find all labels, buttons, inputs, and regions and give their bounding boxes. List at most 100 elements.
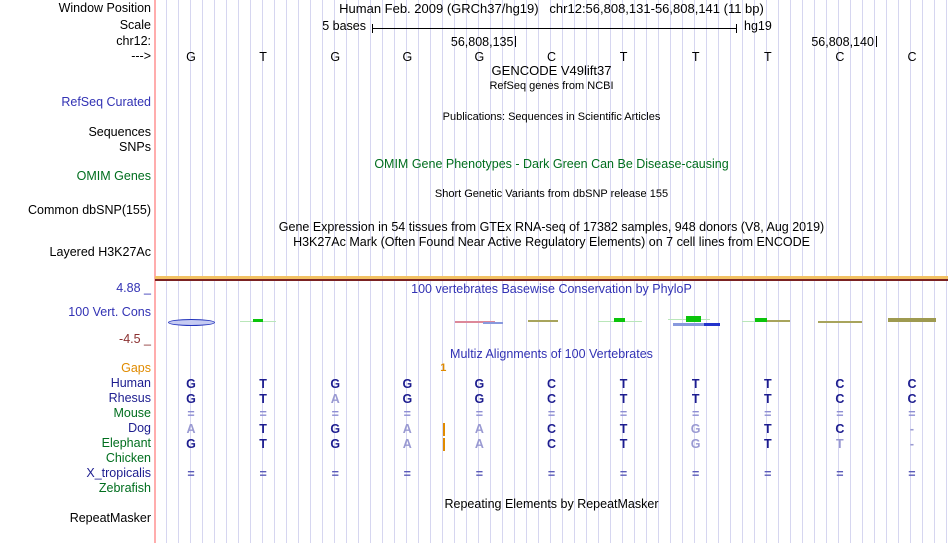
insert-gap-bar-elephant [443, 438, 446, 451]
align-cell-x_tropicalis: = [836, 467, 844, 481]
align-cell-rhesus: A [330, 392, 340, 406]
layered-h3k27ac-label[interactable]: Layered H3K27Ac [49, 245, 151, 259]
align-cell-elephant: T [259, 437, 267, 451]
multiz-title[interactable]: Multiz Alignments of 100 Vertebrates [450, 347, 653, 361]
align-cell-dog: G [690, 422, 701, 436]
coordinate-label-1: 56,808,140 [811, 35, 874, 49]
align-cell-rhesus: T [259, 392, 267, 406]
align-cell-human: T [763, 377, 772, 391]
align-cell-elephant: C [546, 437, 557, 451]
phylop-mark-5b [614, 318, 625, 322]
align-cell-rhesus: C [835, 392, 845, 406]
species-label-dog[interactable]: Dog [128, 421, 151, 435]
align-cell-dog: A [186, 422, 196, 436]
insert-gap-bar-dog [443, 423, 446, 436]
align-cell-human: G [330, 377, 341, 391]
align-cell-elephant: T [836, 437, 844, 451]
publications-title[interactable]: Publications: Sequences in Scientific Ar… [442, 111, 661, 123]
chromosome-label: chr12: [116, 34, 151, 48]
align-cell-rhesus: T [619, 392, 628, 406]
coordinate-tick-1 [875, 36, 877, 47]
phylop-mark-3 [455, 321, 495, 323]
base-letter: T [619, 50, 628, 64]
base-letter: G [186, 50, 196, 64]
base-letter: C [907, 50, 917, 64]
phylop-mark-3b [483, 322, 503, 324]
align-cell-x_tropicalis: = [403, 467, 411, 481]
phylop-mark-7c [767, 320, 790, 322]
snps-label[interactable]: SNPs [119, 140, 151, 154]
align-cell-human: G [474, 377, 485, 391]
align-cell-elephant: A [474, 437, 484, 451]
species-label-rhesus[interactable]: Rhesus [108, 391, 151, 405]
align-cell-rhesus: G [402, 392, 413, 406]
align-cell-human: C [546, 377, 557, 391]
phylop-mark-9 [888, 318, 936, 322]
align-cell-rhesus: C [546, 392, 557, 406]
h3k27ac-title[interactable]: H3K27Ac Mark (Often Found Near Active Re… [293, 235, 810, 249]
align-cell-elephant: T [619, 437, 628, 451]
align-cell-x_tropicalis: = [547, 467, 556, 481]
align-cell-mouse: = [908, 407, 916, 421]
align-cell-x_tropicalis: = [908, 467, 916, 481]
species-label-zebrafish[interactable]: Zebrafish [98, 481, 151, 495]
gaps-label[interactable]: Gaps [121, 361, 151, 375]
align-cell-human: C [907, 377, 917, 391]
align-cell-dog: G [330, 422, 341, 436]
align-cell-dog: T [259, 422, 267, 436]
base-letter: T [259, 50, 267, 64]
cons-separator-orange [155, 276, 948, 279]
common-dbsnp-label[interactable]: Common dbSNP(155) [28, 203, 151, 217]
align-cell-dog: T [763, 422, 772, 436]
align-cell-x_tropicalis: = [619, 467, 628, 481]
phylop-mark-4 [528, 320, 558, 322]
phylop-mark-6b [686, 316, 701, 322]
species-label-elephant[interactable]: Elephant [101, 436, 151, 450]
align-cell-mouse: = [259, 407, 267, 421]
track-left-border [154, 0, 156, 543]
align-cell-human: T [691, 377, 700, 391]
align-cell-human: T [619, 377, 628, 391]
phylop-mark-6d [704, 323, 720, 326]
base-position-guidelines [155, 0, 949, 543]
align-cell-x_tropicalis: = [475, 467, 484, 481]
phylop-title[interactable]: 100 vertebrates Basewise Conservation by… [411, 282, 692, 296]
base-letter: T [763, 50, 772, 64]
align-cell-elephant: - [909, 437, 915, 451]
phylop-mark-6c [673, 323, 718, 326]
repeatmasker-title[interactable]: Repeating Elements by RepeatMasker [444, 497, 659, 511]
align-cell-mouse: = [475, 407, 484, 421]
base-letter: G [474, 50, 485, 64]
cons-axis-max: 4.88 _ [116, 281, 151, 295]
window-position-label: Window Position [58, 1, 151, 15]
align-cell-rhesus: T [691, 392, 700, 406]
align-cell-mouse: = [692, 407, 700, 421]
species-label-chicken[interactable]: Chicken [105, 451, 151, 465]
species-label-human[interactable]: Human [110, 376, 151, 390]
assembly-position-title: Human Feb. 2009 (GRCh37/hg19) chr12:56,8… [339, 1, 764, 16]
phylop-mark-7b [755, 318, 767, 322]
gap-size-marker: 1 [440, 362, 447, 374]
omim-phenotypes-title[interactable]: OMIM Gene Phenotypes - Dark Green Can Be… [374, 157, 729, 171]
align-cell-rhesus: G [474, 392, 485, 406]
align-cell-mouse: = [836, 407, 844, 421]
refseq-curated-label[interactable]: RefSeq Curated [61, 95, 151, 109]
base-letter: C [546, 50, 557, 64]
species-label-x_tropicalis[interactable]: X_tropicalis [86, 466, 151, 480]
align-cell-elephant: G [330, 437, 341, 451]
base-letter: G [402, 50, 413, 64]
gtex-title[interactable]: Gene Expression in 54 tissues from GTEx … [278, 220, 825, 234]
align-cell-mouse: = [619, 407, 628, 421]
dbsnp-release-title[interactable]: Short Genetic Variants from dbSNP releas… [434, 188, 669, 200]
vert-cons-label[interactable]: 100 Vert. Cons [68, 305, 151, 319]
align-cell-elephant: T [763, 437, 772, 451]
align-cell-elephant: G [690, 437, 701, 451]
refseq-ncbi-title[interactable]: RefSeq genes from NCBI [489, 80, 614, 92]
gencode-title[interactable]: GENCODE V49lift37 [491, 63, 612, 78]
omim-genes-label[interactable]: OMIM Genes [76, 169, 151, 183]
species-label-mouse[interactable]: Mouse [113, 406, 151, 420]
align-cell-mouse: = [403, 407, 411, 421]
base-letter: G [330, 50, 341, 64]
repeatmasker-label[interactable]: RepeatMasker [69, 511, 151, 525]
sequences-label[interactable]: Sequences [88, 125, 151, 139]
